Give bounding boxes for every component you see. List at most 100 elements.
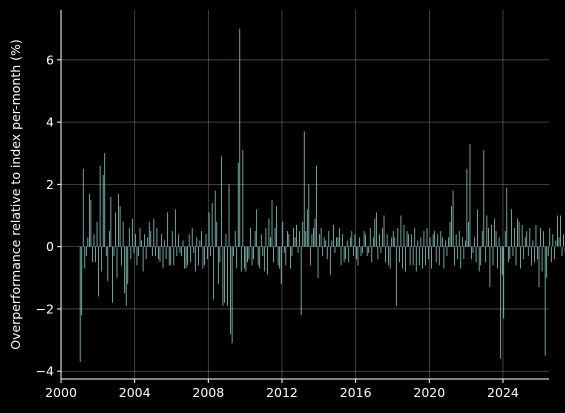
bar (363, 231, 365, 247)
bar (488, 227, 489, 247)
x-tick-label: 2016 (340, 385, 372, 400)
bar (356, 246, 357, 260)
bar (173, 246, 175, 266)
bar (558, 237, 560, 247)
bar (184, 246, 185, 269)
bar (268, 218, 270, 247)
bar (489, 246, 491, 288)
bar (139, 227, 141, 247)
bar (119, 206, 121, 247)
bar (457, 246, 459, 260)
bar (234, 231, 236, 247)
bar (445, 240, 446, 247)
bar (303, 131, 305, 247)
bar (127, 246, 129, 285)
bar (81, 246, 83, 316)
bar (550, 246, 552, 263)
bar (521, 224, 523, 247)
bar (526, 231, 528, 247)
bar (547, 246, 549, 256)
bar (288, 234, 290, 247)
bar (283, 246, 285, 253)
tick-marks: 2000 2004 2008 2012 2016 2020 2024 −4 −2 0 2 4 6 (36, 52, 519, 400)
bar (150, 231, 152, 247)
bar (395, 246, 397, 306)
bar (142, 246, 144, 272)
bar (515, 246, 517, 266)
bar (96, 221, 98, 247)
bar (286, 231, 288, 247)
bar (138, 246, 139, 256)
bar (199, 240, 201, 247)
bar (112, 246, 113, 303)
bar (178, 234, 179, 247)
bar (102, 175, 104, 247)
bar (478, 246, 480, 272)
bar (151, 246, 153, 256)
bar (555, 240, 557, 247)
bar (523, 246, 525, 260)
bar (411, 234, 413, 247)
bar (560, 215, 561, 247)
bar (472, 246, 474, 253)
bar (468, 221, 469, 247)
bar (245, 246, 247, 272)
bar (239, 28, 241, 247)
bar (191, 227, 193, 247)
bar (405, 246, 406, 272)
bar (385, 246, 386, 263)
bar (544, 246, 546, 356)
bar (270, 237, 271, 247)
bar (514, 227, 515, 247)
bar (348, 246, 350, 263)
bar (409, 246, 411, 266)
bar (181, 246, 182, 256)
bar (165, 246, 167, 260)
bar (320, 227, 322, 247)
bar (449, 221, 451, 247)
bar (494, 218, 495, 247)
bar (345, 246, 347, 260)
bar (527, 246, 529, 256)
bar (154, 246, 156, 256)
bar (306, 209, 308, 247)
bar (530, 246, 532, 266)
bar (276, 206, 277, 247)
bar (451, 206, 452, 247)
bar (336, 237, 337, 247)
bar (308, 184, 310, 247)
bar (460, 246, 462, 269)
bar (333, 224, 334, 247)
bar (314, 218, 316, 247)
bar (511, 209, 512, 247)
bar (402, 246, 403, 269)
bar (85, 246, 87, 256)
bar (104, 153, 106, 247)
bar (196, 237, 198, 247)
bar (153, 218, 155, 247)
bar (388, 246, 390, 266)
bar (156, 227, 158, 247)
bar (247, 246, 248, 263)
bar (144, 234, 146, 247)
bar (79, 246, 81, 362)
bar (540, 227, 541, 247)
bar (99, 165, 101, 247)
bar (227, 246, 228, 306)
bar (454, 246, 456, 266)
bar (263, 246, 265, 272)
bar (471, 246, 472, 260)
bar (147, 237, 149, 247)
bar (553, 246, 555, 260)
bar (406, 231, 408, 247)
bar (225, 234, 227, 247)
x-tick-label: 2008 (192, 385, 224, 400)
bar (193, 246, 195, 253)
bar (240, 246, 242, 272)
bar (325, 240, 327, 247)
bar (185, 246, 187, 269)
bar (250, 227, 251, 247)
bar (197, 246, 199, 266)
bar-series (79, 28, 565, 362)
